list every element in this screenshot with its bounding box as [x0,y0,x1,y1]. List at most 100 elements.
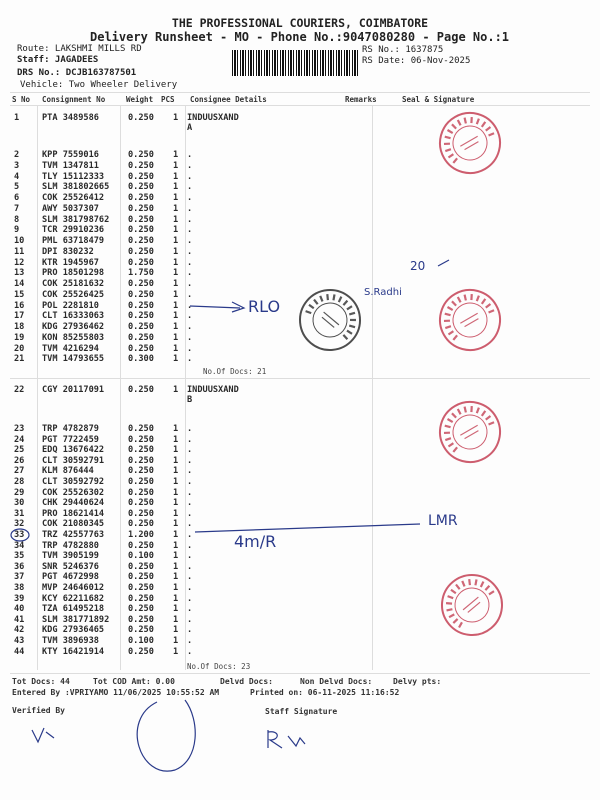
table-row: 7 AWY 5037307 0.250 1. [0,203,192,214]
consignee-details: . [187,540,193,551]
pieces: 1 [173,354,179,365]
serial-number: 42 [14,625,25,636]
pieces: 1 [173,160,179,171]
serial-number: 6 [14,193,20,203]
serial-number: 40 [14,604,25,615]
weight: 0.250 [128,300,154,311]
consignee-details: . [187,466,193,477]
col-remarks: Remarks [345,95,377,104]
table-row: 31 PRO 18621414 0.250 1. [0,508,192,519]
pieces: 1 [173,214,179,225]
serial-number: 44 [14,646,25,657]
consignment-number: CLT 30592791 [42,455,105,466]
printed-on: Printed on: 06-11-2025 11:16:52 [250,688,400,697]
serial-number: 27 [14,466,25,477]
table-row: 13 PRO 18501298 1.750 1. [0,268,192,279]
consignee-details: . [187,583,193,593]
table-row: 5 SLM 381802665 0.250 1. [0,182,192,193]
table-row: 4 TLY 15112333 0.250 1. [0,171,192,182]
consignee-details: . [187,455,193,466]
weight: 0.250 [128,646,154,657]
table-row: 14 COK 25181632 0.250 1. [0,279,192,289]
consignee-details: . [187,508,193,519]
serial-number: 9 [14,225,20,236]
serial-number: 34 [14,540,25,551]
consignment-number: CLT 30592792 [42,477,105,487]
consignee-details: . [187,311,193,322]
pieces: 1 [173,434,179,445]
table-row: 27 KLM 876444 0.250 1. [0,466,192,477]
serial-number: 31 [14,508,25,519]
consignment-number: PRO 18501298 [42,268,105,279]
tick-mark [437,259,450,267]
consignee-details: . [187,182,193,193]
table-row: 3 TVM 1347811 0.250 1. [0,160,192,171]
consignment-number: KDG 27936462 [42,322,105,332]
weight: 0.250 [128,508,154,519]
consignee-details: . [187,551,193,562]
consignee-details: . [187,519,193,530]
serial-number: 25 [14,445,25,456]
table-row: 23 TRP 4782879 0.250 1. [0,424,192,434]
weight: 0.250 [128,343,154,354]
table-row: 1 PTA 3489586 0.250 1 INDUUSXAND A [0,113,239,133]
pieces: 1 [173,551,179,562]
divider [10,378,590,379]
consignment-number: PRO 18621414 [42,508,105,519]
table-row: 29 COK 25526302 0.250 1. [0,488,192,498]
col-sno: S No [12,95,31,104]
table-row: 9 TCR 29910236 0.250 1. [0,225,192,236]
serial-number: 35 [14,551,25,562]
weight: 0.250 [128,171,154,182]
table-row: 20 TVM 4216294 0.250 1. [0,343,192,354]
pieces: 1 [173,343,179,354]
serial-number: 20 [14,343,25,354]
consignment-number: CGY 20117091 [42,385,105,395]
weight: 0.250 [128,455,154,466]
divider [10,673,590,674]
pieces: 1 [173,150,179,160]
consignment-number: KPP 7559016 [42,150,99,160]
pieces: 1 [173,289,179,300]
bank-seal-red [439,401,501,463]
consignee-details: . [187,498,193,509]
consignment-number: SLM 381771892 [42,614,110,625]
serial-number: 36 [14,561,25,572]
pieces: 1 [173,203,179,214]
consignment-number: PGT 4672998 [42,572,99,583]
weight: 0.250 [128,246,154,257]
weight: 0.250 [128,477,154,487]
consignee-details: . [187,561,193,572]
bank-seal-red [439,112,501,174]
serial-number: 16 [14,300,25,311]
table-row: 39 KCY 62211682 0.250 1. [0,594,192,604]
handwritten-note: LMR [428,513,458,529]
weight: 0.250 [128,434,154,445]
consignment-number: PGT 7722459 [42,434,99,445]
pieces: 1 [173,385,179,395]
pieces: 1 [173,300,179,311]
consignee-details: . [187,343,193,354]
table-row: 44 KTY 16421914 0.250 1. [0,646,192,657]
consignment-number: POL 2281810 [42,300,99,311]
weight: 0.250 [128,625,154,636]
pieces: 1 [173,279,179,289]
consignment-number: KDG 27936465 [42,625,105,636]
consignment-number: SNR 5246376 [42,561,99,572]
weight: 1.200 [128,530,154,540]
table-row: 16 POL 2281810 0.250 1. [0,300,192,311]
weight: 0.250 [128,540,154,551]
serial-number: 21 [14,354,25,365]
serial-number: 7 [14,203,20,214]
col-pcs: PCS [161,95,175,104]
serial-number: 26 [14,455,25,466]
pieces: 1 [173,604,179,615]
weight: 0.250 [128,289,154,300]
serial-number: 37 [14,572,25,583]
group-docs-count: No.Of Docs: 21 [203,367,267,376]
pieces: 1 [173,182,179,193]
consignee-details: . [187,530,193,540]
pieces: 1 [173,171,179,182]
serial-number: 15 [14,289,25,300]
weight: 0.250 [128,604,154,615]
